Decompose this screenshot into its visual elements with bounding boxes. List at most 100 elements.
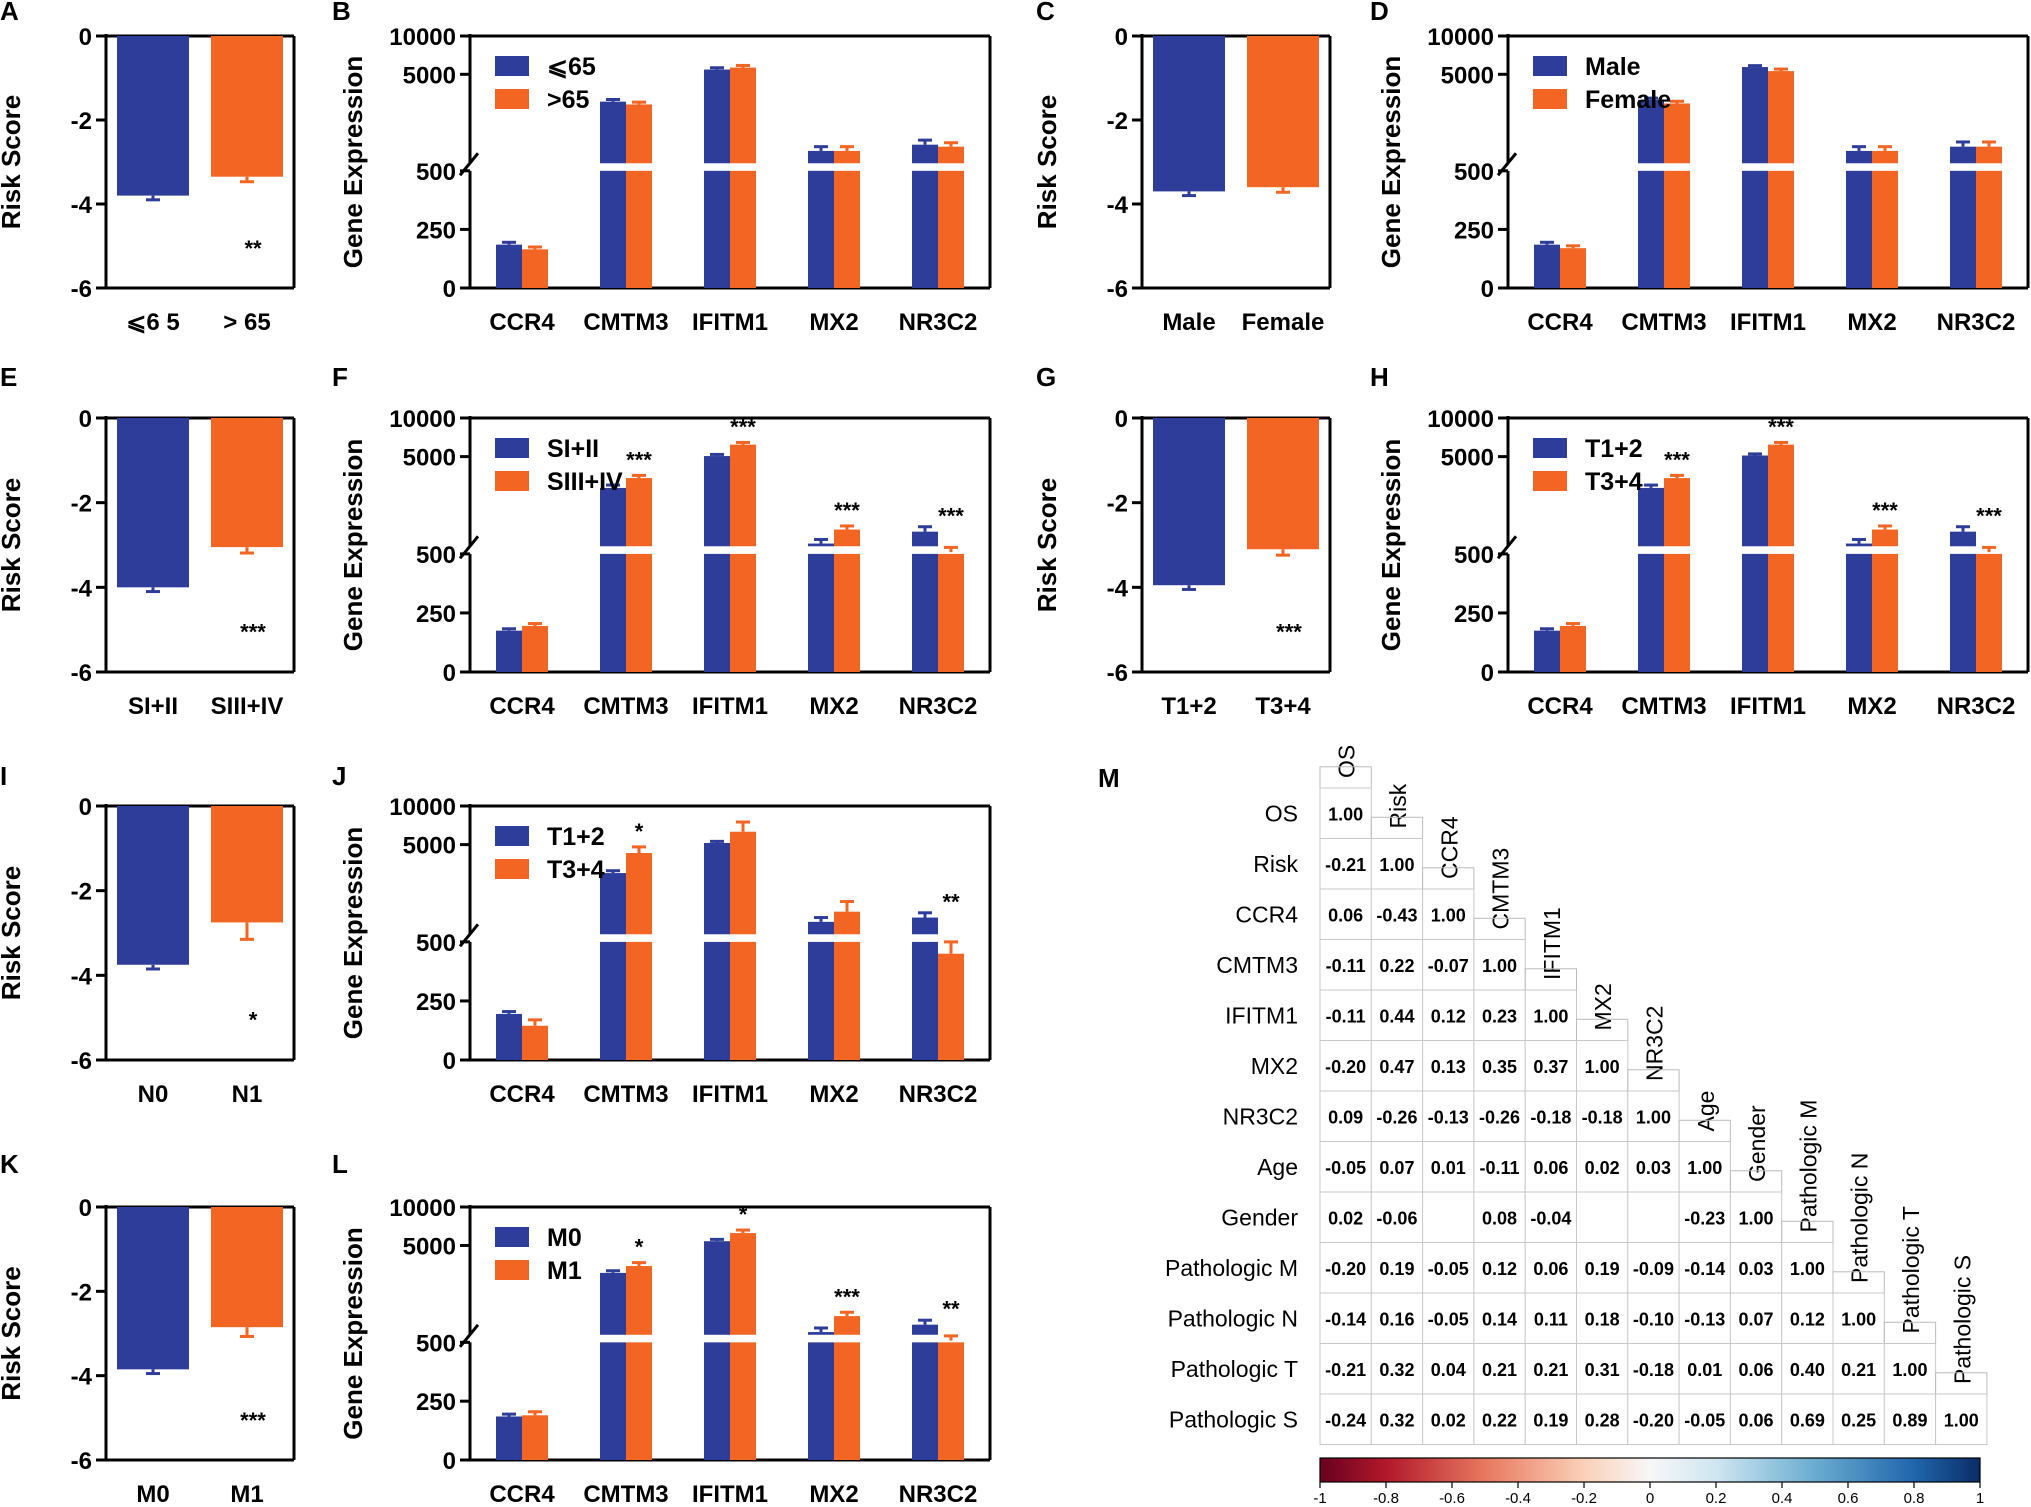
- heatmap-col-label: MX2: [1590, 983, 1616, 1030]
- bar-NR3C2-Female: [1976, 170, 2002, 288]
- bar-CCR4-T1+2: [496, 1013, 522, 1060]
- x-tick-label: CMTM3: [583, 693, 668, 720]
- bar-N0: [117, 806, 189, 965]
- heatmap-cell: [1473, 1343, 1526, 1395]
- x-tick-label: MX2: [809, 309, 858, 336]
- y-tick-label: -6: [71, 276, 92, 303]
- y-axis-label: Gene Expression: [338, 827, 368, 1039]
- y-tick-label: 500: [416, 159, 456, 186]
- legend-label: SI+II: [547, 435, 599, 463]
- bar-CCR4->65: [522, 249, 548, 288]
- bar-upper-NR3C2-Female: [1976, 146, 2002, 164]
- heatmap-value: 0.35: [1482, 1057, 1517, 1077]
- bar-Female: [1247, 36, 1319, 188]
- heatmap-cell: [1729, 1191, 1783, 1243]
- heatmap-value: 0.02: [1431, 1410, 1466, 1430]
- heatmap-cell: [1473, 989, 1526, 1041]
- bar-MX2-Male: [1846, 170, 1872, 288]
- y-tick-label: -6: [71, 1048, 92, 1075]
- heatmap-col-label: Risk: [1385, 783, 1411, 828]
- heatmap-cell: [1729, 1343, 1783, 1395]
- panel-label-G: G: [1036, 362, 1056, 392]
- x-tick-label: CCR4: [489, 1081, 555, 1108]
- heatmap-value: 0.14: [1482, 1309, 1517, 1329]
- bar-T1+2: [1153, 418, 1225, 586]
- y-axis-label: Risk Score: [1032, 95, 1062, 229]
- x-tick-label: IFITM1: [692, 309, 768, 336]
- x-tick-label: ⩽6 5: [126, 309, 179, 336]
- heatmap-value: -0.26: [1479, 1107, 1520, 1127]
- y-tick-label: -2: [1107, 108, 1128, 135]
- bar-MX2-⩽65: [808, 170, 834, 288]
- heatmap-cell: [1832, 1292, 1885, 1344]
- x-tick-label: CMTM3: [1621, 693, 1706, 720]
- bar-CCR4-SIII+IV: [522, 625, 548, 672]
- bar-upper-CMTM3-M0: [600, 1272, 626, 1335]
- bar-upper-CMTM3-SIII+IV: [626, 478, 652, 547]
- heatmap-cell: [1729, 1242, 1783, 1294]
- colorbar-tick-label: 0.8: [1904, 1490, 1925, 1507]
- bar-IFITM1-T1+2: [704, 941, 730, 1060]
- y-tick-label: -6: [71, 660, 92, 687]
- bar-upper-CMTM3-T1+2: [600, 873, 626, 935]
- legend-swatch-⩽65: [495, 56, 529, 76]
- y-axis-label: Gene Expression: [1376, 56, 1406, 268]
- heatmap-col-label: Pathologic S: [1949, 1255, 1975, 1384]
- significance-label: *: [739, 1202, 748, 1227]
- heatmap-cell: [1370, 989, 1424, 1041]
- significance-label: **: [244, 236, 262, 261]
- y-axis-label: Risk Score: [0, 95, 26, 229]
- x-tick-label: Male: [1162, 309, 1215, 336]
- bar-> 65: [211, 36, 283, 177]
- y-tick-label: 0: [79, 24, 92, 51]
- x-tick-label: CCR4: [489, 1481, 555, 1507]
- heatmap-value: 0.19: [1585, 1259, 1620, 1279]
- heatmap-col-label: Gender: [1744, 1105, 1770, 1182]
- y-tick-label: -2: [71, 879, 92, 906]
- y-tick-label: 0: [1481, 660, 1494, 687]
- bar-upper-MX2-T1+2: [808, 921, 834, 935]
- heatmap-value: 0.21: [1841, 1360, 1876, 1380]
- y-tick-label: -6: [1107, 660, 1128, 687]
- panel-G: G 0 -2 -4 -6 Risk Score T1+2 T3+4 ***: [1032, 362, 1332, 720]
- heatmap-value: 1.00: [1790, 1259, 1825, 1279]
- heatmap-cell: [1524, 1040, 1577, 1092]
- legend-label: M1: [547, 1257, 582, 1285]
- legend-label: Female: [1585, 86, 1671, 114]
- bar-MX2-M0: [808, 1342, 834, 1460]
- bar-SIII+IV: [211, 418, 283, 548]
- panel-K: K 0 -2 -4 -6 Risk Score M0 M1 ***: [0, 1149, 296, 1507]
- bar-IFITM1-T3+4: [730, 941, 756, 1060]
- bar-upper-CMTM3-T3+4: [1664, 478, 1690, 547]
- legend-swatch-Male: [1533, 56, 1567, 76]
- bar-MX2-T3+4: [1872, 553, 1898, 672]
- significance-label: ***: [240, 620, 266, 645]
- y-tick-label: 10000: [389, 1195, 456, 1222]
- bar-upper-NR3C2-Male: [1950, 146, 1976, 164]
- heatmap-cell: [1319, 1343, 1372, 1395]
- heatmap-row-label: MX2: [1251, 1053, 1298, 1079]
- bar-upper-IFITM1-T3+4: [1768, 444, 1794, 547]
- y-tick-label: 5000: [1441, 62, 1494, 89]
- bar-CMTM3-T3+4: [626, 941, 652, 1060]
- y-tick-label: 5000: [403, 833, 456, 860]
- legend-label: T3+4: [1585, 468, 1643, 496]
- bar-NR3C2-T1+2: [1950, 553, 1976, 672]
- bar-MX2-M1: [834, 1342, 860, 1460]
- y-tick-label: 0: [79, 406, 92, 433]
- y-tick-label: 0: [1115, 406, 1128, 433]
- heatmap-value: -0.18: [1530, 1107, 1571, 1127]
- bar-CMTM3-M0: [600, 1342, 626, 1460]
- bar-IFITM1-M1: [730, 1342, 756, 1460]
- heatmap-cell: [1524, 1090, 1577, 1142]
- y-tick-label: 10000: [389, 24, 456, 51]
- x-tick-label: CMTM3: [1621, 309, 1706, 336]
- heatmap-col-label: Pathologic M: [1795, 1100, 1821, 1233]
- legend-label: T1+2: [547, 823, 605, 851]
- panel-E: E 0 -2 -4 -6 Risk Score SI+II SIII+IV ***: [0, 362, 296, 720]
- panel-label-K: K: [0, 1149, 19, 1179]
- heatmap-cell: [1422, 1343, 1475, 1395]
- bar-upper-NR3C2-T1+2: [1950, 531, 1976, 547]
- panel-H: H 0 250 500 5000 10000 Gene Expression CCR4 CMTM…: [1370, 362, 2030, 720]
- x-tick-label: NR3C2: [1937, 693, 2016, 720]
